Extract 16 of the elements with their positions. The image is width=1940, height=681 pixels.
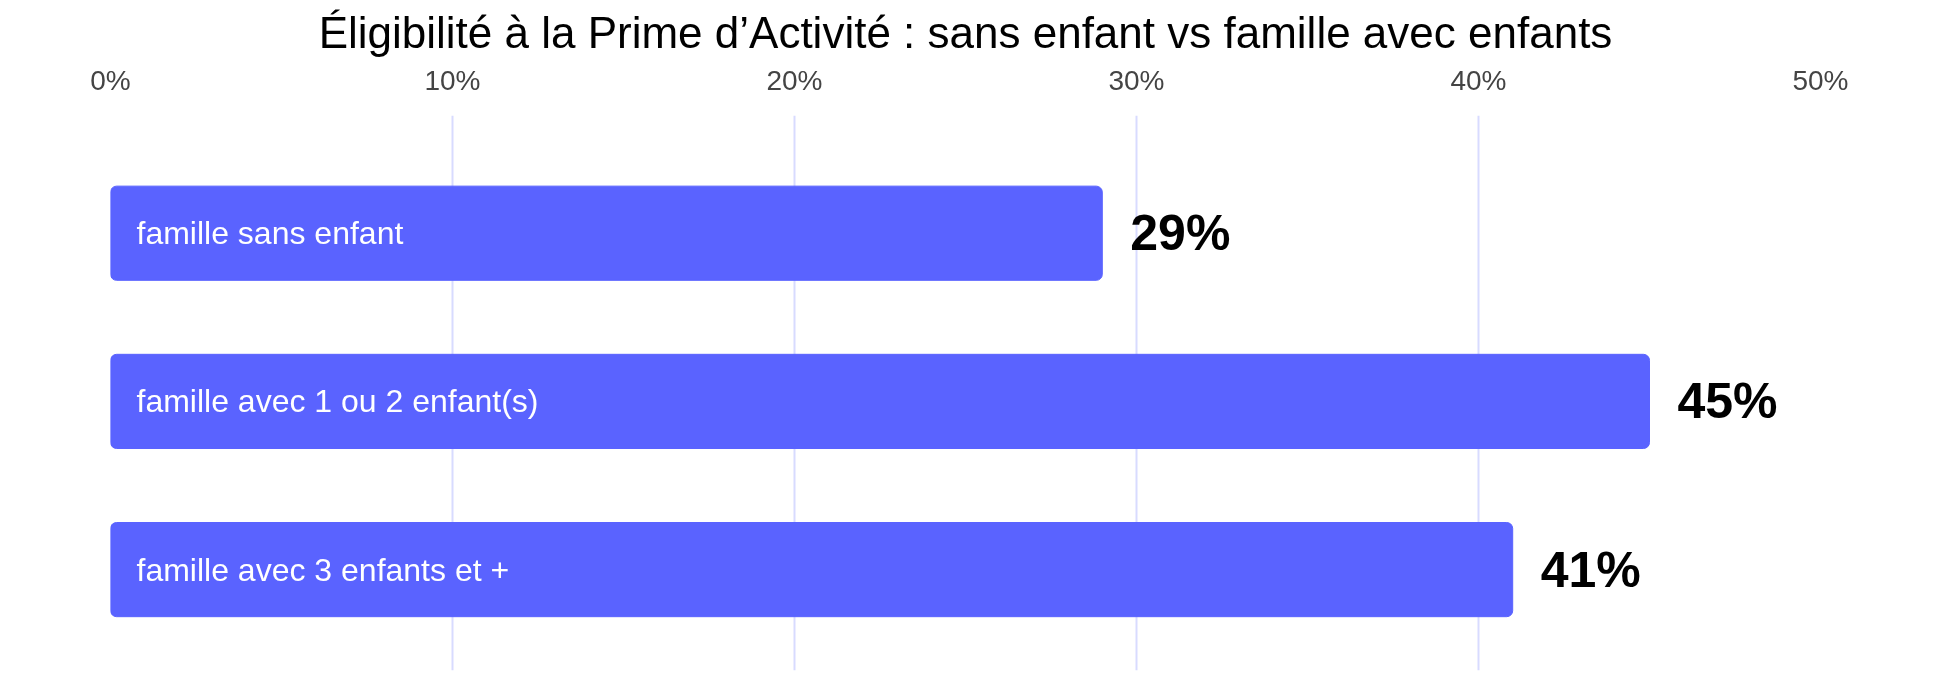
bar xyxy=(110,522,1514,618)
y-tick-label: famille sans enfant xyxy=(136,215,404,252)
x-tick-label: 0% xyxy=(90,64,131,96)
data-label: 41% xyxy=(1540,541,1641,598)
bar xyxy=(110,353,1650,449)
y-tick-label: famille avec 1 ou 2 enfant(s) xyxy=(136,383,539,420)
y-tick-label: famille avec 3 enfants et + xyxy=(136,551,510,588)
x-tick-label: 40% xyxy=(1450,64,1507,96)
data-label: 29% xyxy=(1130,205,1231,262)
x-tick-label: 10% xyxy=(424,64,481,96)
x-tick-label: 50% xyxy=(1792,64,1849,96)
chart-title: Éligibilité à la Prime d’Activité : sans enfant vs famille avec enfants xyxy=(318,7,1613,57)
bar xyxy=(110,185,1103,281)
x-tick-label: 20% xyxy=(766,64,823,96)
x-tick-label: 30% xyxy=(1108,64,1165,96)
data-label: 45% xyxy=(1677,373,1778,430)
